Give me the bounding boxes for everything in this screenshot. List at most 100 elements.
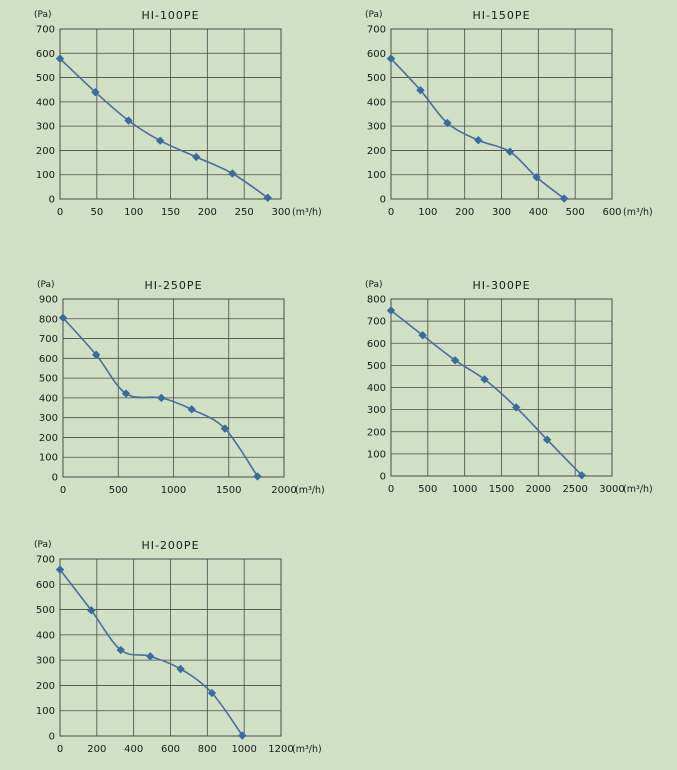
- data-point: [253, 472, 262, 481]
- data-point: [116, 645, 125, 655]
- x-tick-label: 0: [388, 207, 394, 218]
- y-tick-label: 600: [36, 49, 55, 60]
- data-point: [91, 87, 100, 97]
- y-tick-label: 700: [36, 25, 55, 36]
- data-point: [228, 169, 237, 178]
- x-tick-label: 500: [109, 485, 128, 496]
- data-point: [480, 375, 489, 384]
- x-tick-label: 1200: [268, 744, 293, 755]
- x-tick-label: 1000: [231, 744, 256, 755]
- chart-0: 0 100 200 300 400 500 600 700 0 50 100 150 200 250 300…: [34, 9, 322, 218]
- y-axis-label: (Pa): [37, 280, 55, 290]
- plot-frame: [62, 298, 285, 478]
- x-tick-label: 2500: [562, 484, 587, 495]
- y-tick-label: 100: [367, 170, 386, 181]
- data-point: [87, 606, 96, 615]
- y-tick-label: 500: [367, 361, 386, 372]
- y-tick-label: 700: [39, 334, 58, 345]
- x-tick-label: 400: [124, 744, 143, 755]
- chart-title: HI-100PE: [141, 9, 199, 22]
- y-tick-label: 500: [36, 605, 55, 616]
- y-tick-label: 300: [36, 122, 55, 133]
- y-axis-label: (Pa): [365, 10, 383, 20]
- y-tick-label: 300: [367, 405, 386, 416]
- x-tick-label: 3000: [599, 484, 624, 495]
- data-point: [155, 136, 165, 145]
- plot-frame: [390, 298, 613, 477]
- data-point: [386, 54, 396, 63]
- data-point: [55, 54, 65, 63]
- chart-2: 0 100 200 300 400 500 600 700 800 900 0 500 1000 1500…: [37, 279, 325, 496]
- y-tick-label: 200: [367, 427, 386, 438]
- data-point: [121, 389, 131, 398]
- x-axis-unit-label: (m³/h): [292, 744, 322, 755]
- data-point: [443, 118, 452, 128]
- x-tick-label: 250: [235, 207, 254, 218]
- plot-frame: [59, 558, 282, 737]
- data-point: [505, 147, 515, 156]
- y-tick-label: 400: [36, 97, 55, 108]
- y-tick-label: 500: [367, 73, 386, 84]
- chart-1: 0 100 200 300 400 500 600 700 0 100 200 300 400 500 60…: [365, 9, 653, 218]
- x-tick-label: 150: [161, 207, 180, 218]
- chart-title: HI-250PE: [144, 279, 202, 292]
- y-tick-label: 200: [36, 681, 55, 692]
- data-point: [450, 356, 460, 365]
- y-tick-label: 600: [36, 580, 55, 591]
- x-tick-label: 100: [124, 207, 143, 218]
- y-tick-label: 800: [39, 314, 58, 325]
- chart-title: HI-300PE: [472, 279, 530, 292]
- chart-4: 0 100 200 300 400 500 600 700 0 200 400 600 800 1000 1…: [34, 539, 322, 755]
- x-axis-unit-label: (m³/h): [292, 207, 322, 218]
- y-tick-label: 0: [49, 195, 55, 206]
- data-point: [192, 152, 201, 162]
- x-tick-label: 50: [90, 207, 103, 218]
- y-tick-label: 400: [367, 97, 386, 108]
- x-tick-label: 1000: [161, 485, 186, 496]
- x-tick-label: 100: [418, 207, 437, 218]
- y-tick-label: 700: [367, 25, 386, 36]
- x-tick-label: 0: [57, 744, 63, 755]
- x-tick-label: 500: [566, 207, 585, 218]
- y-tick-label: 100: [39, 453, 58, 464]
- x-axis-unit-label: (m³/h): [623, 484, 653, 495]
- x-tick-label: 300: [271, 207, 290, 218]
- y-tick-label: 800: [367, 295, 386, 306]
- y-tick-label: 0: [380, 472, 386, 483]
- data-point: [146, 652, 155, 661]
- data-point: [416, 86, 425, 95]
- y-tick-label: 0: [49, 732, 55, 743]
- y-tick-label: 500: [39, 374, 58, 385]
- y-tick-label: 100: [36, 706, 55, 717]
- x-tick-label: 2000: [526, 484, 551, 495]
- data-point: [91, 350, 101, 359]
- y-tick-label: 900: [39, 295, 58, 306]
- data-point: [577, 471, 586, 480]
- y-tick-label: 100: [367, 449, 386, 460]
- x-tick-label: 0: [57, 207, 63, 218]
- x-tick-label: 0: [388, 484, 394, 495]
- y-axis-label: (Pa): [365, 280, 383, 290]
- y-tick-label: 600: [367, 49, 386, 60]
- y-tick-label: 500: [36, 73, 55, 84]
- data-point: [263, 193, 272, 202]
- data-point: [512, 403, 521, 412]
- y-tick-label: 300: [39, 413, 58, 424]
- x-tick-label: 400: [529, 207, 548, 218]
- x-axis-unit-label: (m³/h): [295, 485, 325, 496]
- y-tick-label: 700: [367, 317, 386, 328]
- y-tick-label: 400: [36, 630, 55, 641]
- y-tick-label: 200: [36, 146, 55, 157]
- x-tick-label: 1500: [216, 485, 241, 496]
- x-tick-label: 300: [492, 207, 511, 218]
- data-point: [187, 405, 196, 414]
- data-point: [157, 393, 166, 403]
- x-tick-label: 1500: [489, 484, 514, 495]
- x-tick-label: 1000: [452, 484, 477, 495]
- x-tick-label: 200: [455, 207, 474, 218]
- y-tick-label: 300: [36, 656, 55, 667]
- series-line: [59, 58, 269, 199]
- data-point: [176, 664, 185, 674]
- chart-title: HI-150PE: [472, 9, 530, 22]
